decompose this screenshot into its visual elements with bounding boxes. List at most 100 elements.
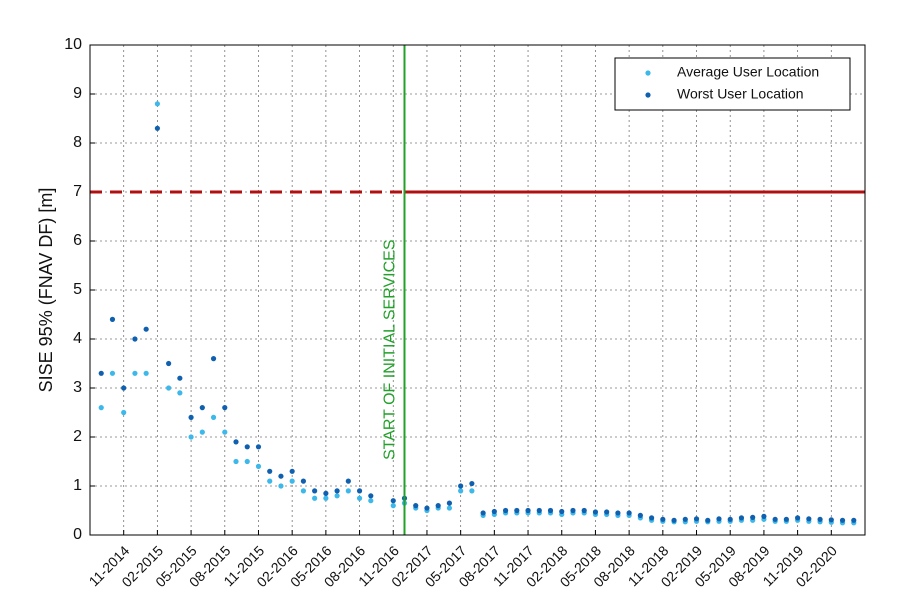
data-point <box>132 370 138 376</box>
legend-marker <box>645 70 651 76</box>
data-point <box>154 125 160 131</box>
data-point <box>435 503 441 509</box>
data-point <box>693 516 700 522</box>
data-point <box>143 326 149 332</box>
data-point <box>356 495 363 501</box>
data-point <box>278 473 284 479</box>
data-point <box>469 488 475 494</box>
event-label: START OF INITIAL SERVICES <box>382 239 399 460</box>
data-point <box>637 512 643 519</box>
data-point <box>828 517 834 523</box>
data-point <box>255 444 262 450</box>
data-point <box>446 500 453 506</box>
data-point <box>334 493 340 499</box>
data-point <box>345 478 351 484</box>
data-point <box>188 414 194 420</box>
data-point <box>356 488 363 494</box>
data-point <box>413 503 419 509</box>
data-point <box>154 101 160 107</box>
legend-marker <box>645 92 651 98</box>
data-point <box>222 405 228 411</box>
data-point <box>289 468 295 474</box>
data-point <box>199 405 205 411</box>
y-tick-label: 3 <box>73 379 82 396</box>
data-point <box>480 510 486 516</box>
data-point <box>210 414 217 420</box>
data-point <box>671 517 677 523</box>
data-point <box>244 458 250 465</box>
data-point <box>424 505 430 511</box>
data-point <box>210 356 217 362</box>
data-point <box>188 434 194 440</box>
data-point <box>98 370 104 376</box>
data-point <box>851 517 857 523</box>
data-point <box>705 517 711 523</box>
data-point <box>233 458 239 465</box>
data-point <box>177 375 183 381</box>
data-point <box>312 495 318 501</box>
data-point <box>795 515 801 521</box>
data-point <box>98 405 104 411</box>
data-point <box>502 507 509 514</box>
data-point <box>772 516 778 522</box>
y-tick-label: 2 <box>73 428 82 445</box>
data-point <box>244 444 250 450</box>
y-tick-label: 5 <box>73 281 82 298</box>
y-tick-label: 7 <box>73 183 82 200</box>
data-point <box>615 510 621 516</box>
data-point <box>592 509 599 515</box>
data-point <box>514 507 520 514</box>
data-point <box>368 498 374 504</box>
data-point <box>716 516 722 522</box>
data-point <box>604 509 610 515</box>
data-point <box>469 480 475 487</box>
data-point <box>233 439 239 445</box>
y-tick-label: 9 <box>73 85 82 102</box>
data-point <box>334 488 340 494</box>
data-point <box>839 517 846 523</box>
data-point <box>806 516 812 522</box>
data-point <box>570 507 576 514</box>
data-point <box>761 513 767 519</box>
legend-label: Worst User Location <box>677 86 804 102</box>
data-point <box>491 508 497 515</box>
data-point <box>390 498 396 504</box>
data-point <box>536 507 542 514</box>
plot-frame <box>89 44 866 536</box>
data-point <box>626 510 632 516</box>
data-point <box>682 516 688 522</box>
data-point <box>458 483 464 489</box>
data-point <box>323 495 329 501</box>
data-point <box>143 370 149 376</box>
legend-box <box>614 57 851 111</box>
data-point <box>267 468 273 474</box>
data-point <box>132 336 138 342</box>
y-tick-label: 6 <box>73 232 82 249</box>
legend-label: Average User Location <box>677 64 819 80</box>
y-tick-label: 10 <box>64 36 82 53</box>
y-tick-label: 8 <box>73 134 82 151</box>
data-point <box>166 385 172 391</box>
data-point <box>648 515 655 521</box>
data-point <box>177 390 183 396</box>
data-point <box>738 515 745 521</box>
data-point <box>300 488 307 494</box>
y-axis-label: SISE 95% (FNAV DF) [m] <box>36 188 56 393</box>
data-point <box>199 429 205 435</box>
data-point <box>446 505 453 511</box>
data-point <box>727 516 733 522</box>
data-point <box>559 508 565 515</box>
data-point <box>547 507 554 514</box>
data-point <box>390 503 396 509</box>
data-point <box>458 488 464 494</box>
data-point <box>278 483 284 489</box>
data-point <box>255 463 262 469</box>
data-point <box>121 385 127 391</box>
data-point <box>368 493 374 499</box>
data-point <box>267 478 273 484</box>
data-point <box>222 429 228 435</box>
data-point <box>109 316 116 322</box>
data-point <box>166 360 172 367</box>
data-point <box>345 488 351 494</box>
